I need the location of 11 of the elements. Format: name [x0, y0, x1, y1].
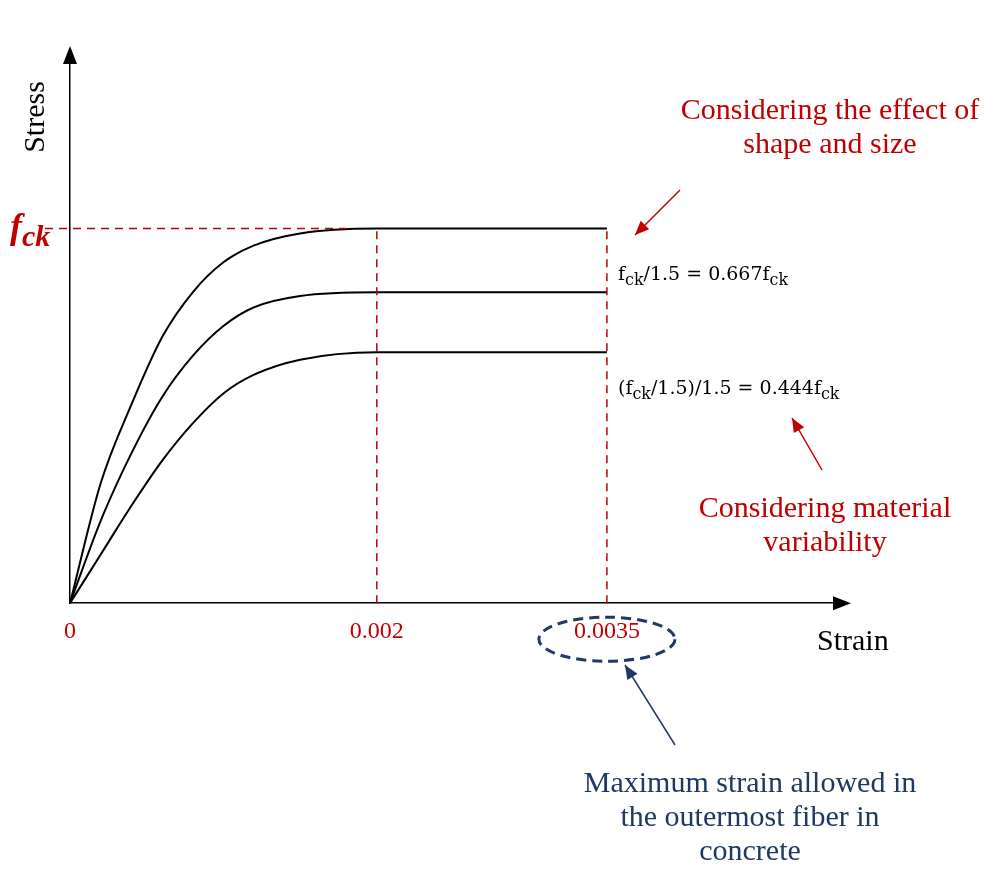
x-tick-label: 0: [64, 616, 76, 643]
text: Considering the effect of shape and size: [679, 92, 981, 160]
annotation: (f$_{ck}$/1.5)/1.5 = 0.444f$_{ck}$: [618, 376, 840, 403]
ref-line-label: f$_{ck}$: [10, 204, 51, 253]
annotation: f$_{ck}$/1.5 = 0.667f$_{ck}$: [618, 262, 789, 289]
y-axis-title: Stress: [16, 81, 51, 153]
x-axis-title: Strain: [817, 623, 889, 658]
x-tick-label: 0.002: [349, 616, 404, 643]
x-tick-label: 0.0035: [573, 616, 640, 643]
annotation: Considering material variability: [697, 490, 953, 558]
text: Maximum strain allowed in the outermost fiber in concrete: [582, 765, 918, 867]
